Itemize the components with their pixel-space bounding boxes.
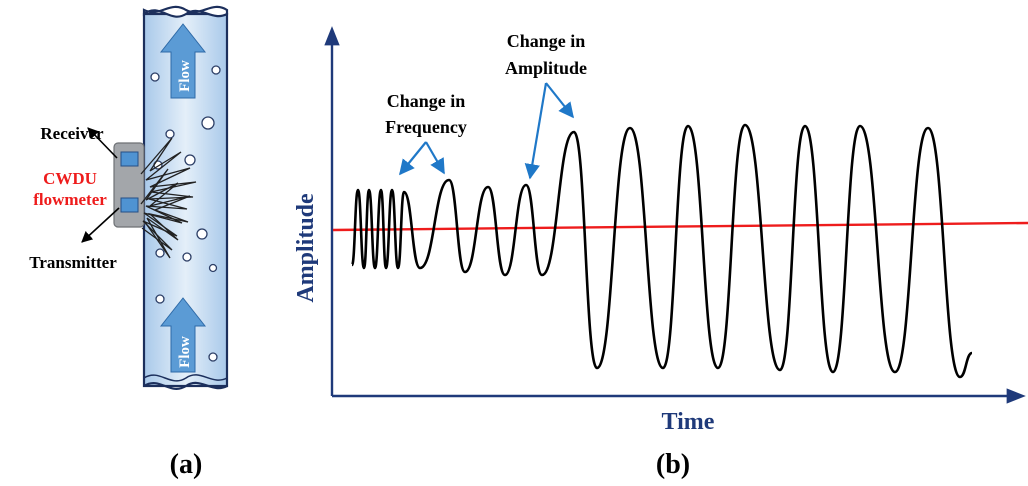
device-label-line1: CWDU xyxy=(43,169,97,188)
transmitter-label: Transmitter xyxy=(29,253,117,272)
transmitter-sensor xyxy=(120,197,139,213)
panel-a: Flow Flow Receiver CWDU flowmeter Transm… xyxy=(29,5,229,480)
transmitter-arrow xyxy=(81,207,120,243)
receiver-sensor xyxy=(120,151,139,167)
y-axis-label: Amplitude xyxy=(293,193,319,303)
receiver-arrow xyxy=(87,127,118,159)
flow-label-top: Flow xyxy=(177,60,193,92)
panel-a-label: (a) xyxy=(170,449,203,480)
panel-b: Amplitude Time Change in Frequency Chang… xyxy=(293,26,1028,480)
panel-b-label: (b) xyxy=(656,449,690,480)
annotation-amplitude-arrow-right xyxy=(545,82,574,119)
baseline xyxy=(332,221,1028,232)
ultrasonic-signal xyxy=(140,137,197,259)
x-axis-label: Time xyxy=(662,409,715,435)
annotation-amplitude-line1: Change in xyxy=(507,31,586,51)
cwdu-device xyxy=(113,142,145,228)
device-label-line2: flowmeter xyxy=(33,190,107,209)
receiver-label: Receiver xyxy=(40,124,104,143)
annotation-frequency-arrow-left xyxy=(399,141,427,176)
signal-waveform xyxy=(350,123,973,379)
flow-arrow-bottom: Flow xyxy=(159,297,207,373)
annotation-frequency-arrow-right xyxy=(425,141,445,175)
flow-label-bottom: Flow xyxy=(177,336,193,368)
annotation-frequency-line1: Change in xyxy=(387,91,466,111)
bubbles xyxy=(150,65,221,362)
annotation-amplitude-arrow-left xyxy=(524,82,548,180)
annotation-amplitude-line2: Amplitude xyxy=(505,58,587,78)
flow-arrow-top: Flow xyxy=(159,23,207,99)
annotation-frequency-line2: Frequency xyxy=(385,117,467,137)
